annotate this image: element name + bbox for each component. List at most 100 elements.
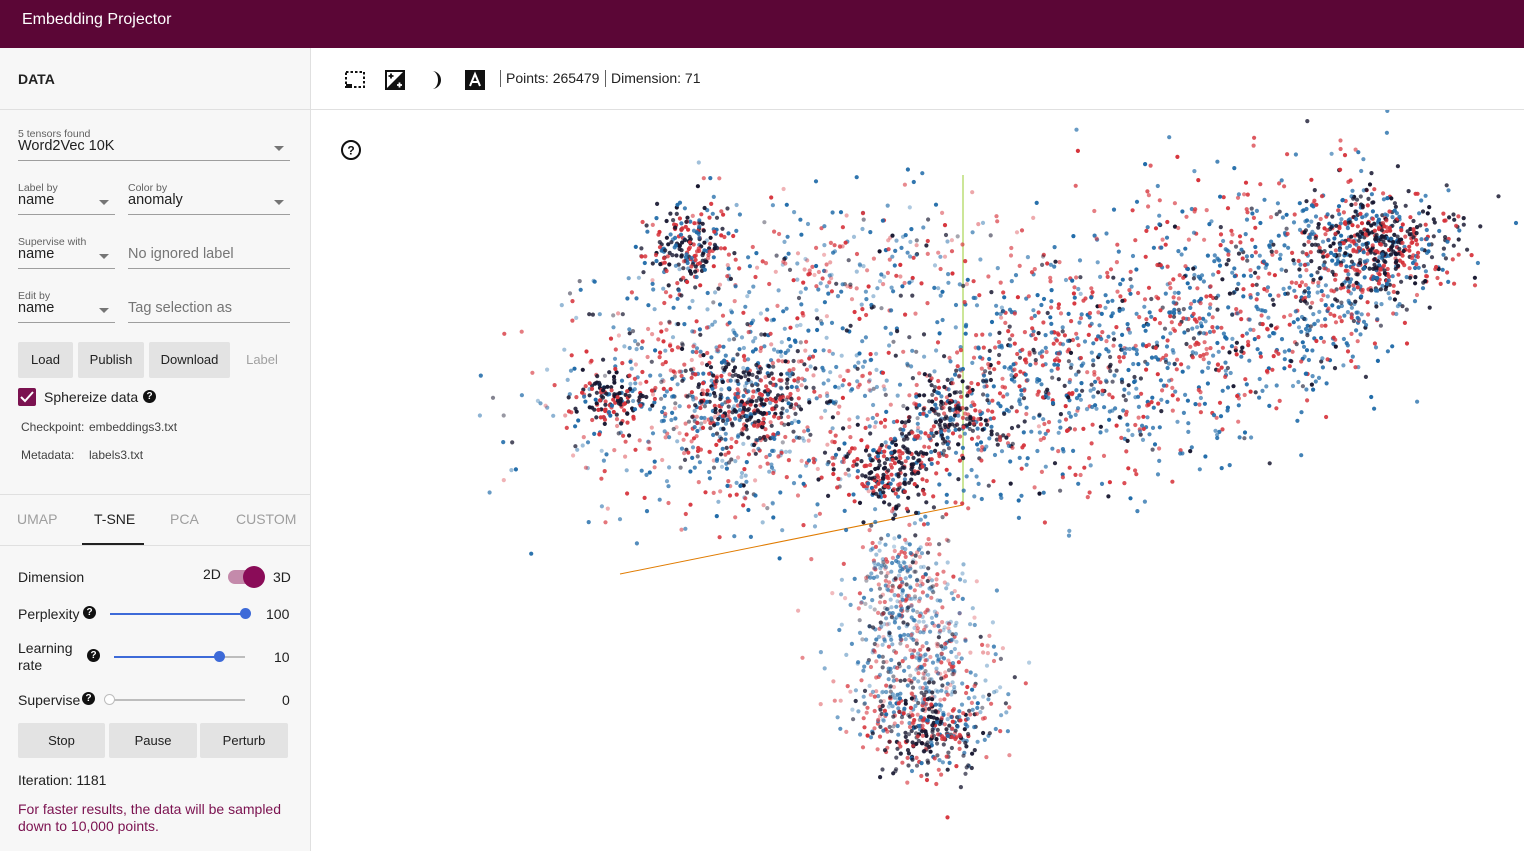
- data-point: [576, 418, 581, 423]
- data-point: [870, 415, 875, 421]
- data-point: [765, 461, 770, 466]
- data-point: [615, 423, 620, 429]
- data-point: [847, 417, 852, 422]
- data-point: [1117, 355, 1122, 360]
- data-point: [856, 660, 861, 665]
- data-point: [815, 466, 820, 472]
- data-point: [985, 643, 990, 648]
- help-icon[interactable]: ?: [340, 139, 362, 161]
- tag-selection-input[interactable]: Tag selection as: [128, 290, 290, 326]
- tab-custom[interactable]: CUSTOM: [236, 511, 297, 527]
- data-point: [1373, 345, 1379, 350]
- supervise-with-select[interactable]: Supervise with name: [18, 236, 115, 272]
- data-point: [1322, 266, 1327, 271]
- data-point: [1109, 314, 1114, 319]
- data-point: [1391, 311, 1396, 316]
- data-point: [885, 474, 890, 479]
- data-point: [1271, 354, 1276, 359]
- data-point: [940, 605, 945, 610]
- data-point: [641, 270, 646, 275]
- sphereize-checkbox[interactable]: [18, 388, 36, 406]
- data-point: [1148, 163, 1153, 168]
- data-point: [783, 434, 788, 440]
- perplexity-slider-thumb[interactable]: [240, 608, 251, 619]
- embedding-scatter-canvas[interactable]: [311, 110, 1524, 851]
- tensor-select[interactable]: 5 tensors found Word2Vec 10K: [18, 128, 290, 164]
- data-point: [726, 362, 731, 367]
- data-point: [914, 697, 919, 703]
- data-point: [1085, 370, 1090, 375]
- data-point: [1278, 252, 1283, 257]
- data-point: [1125, 422, 1130, 427]
- download-button[interactable]: Download: [149, 342, 230, 378]
- data-point: [1017, 355, 1023, 360]
- data-point: [687, 305, 692, 310]
- data-point: [702, 248, 707, 253]
- tab-umap[interactable]: UMAP: [17, 511, 58, 527]
- bounding-box-select-icon[interactable]: [344, 69, 366, 91]
- data-point: [1067, 465, 1072, 470]
- help-icon[interactable]: ?: [82, 692, 95, 705]
- data-point: [645, 354, 650, 360]
- data-point: [1270, 367, 1275, 372]
- data-point: [1227, 350, 1232, 355]
- data-point: [1384, 130, 1389, 135]
- supervise-slider[interactable]: [109, 699, 245, 701]
- label-by-label: Label by: [18, 182, 58, 194]
- help-icon[interactable]: ?: [83, 606, 96, 619]
- data-point: [1055, 363, 1060, 368]
- data-point: [905, 622, 910, 627]
- moon-icon[interactable]: [424, 69, 446, 91]
- data-point: [1100, 330, 1105, 335]
- label-by-select[interactable]: Label by name: [18, 182, 115, 218]
- data-point: [715, 421, 720, 426]
- data-point: [1198, 330, 1203, 335]
- data-point: [866, 379, 872, 384]
- data-point: [910, 560, 915, 565]
- data-point: [602, 469, 607, 474]
- data-point: [760, 520, 765, 525]
- label-a-icon[interactable]: [464, 69, 486, 91]
- data-point: [680, 226, 685, 231]
- pause-button[interactable]: Pause: [109, 723, 197, 758]
- data-point: [1120, 332, 1125, 337]
- tab-tsne[interactable]: T-SNE: [94, 511, 136, 527]
- data-point: [1009, 279, 1014, 284]
- data-point: [900, 545, 905, 550]
- data-point: [892, 436, 897, 441]
- stop-button[interactable]: Stop: [18, 723, 105, 758]
- data-point: [922, 662, 927, 667]
- label-button[interactable]: Label: [246, 352, 278, 367]
- data-point: [646, 326, 651, 332]
- data-point: [1114, 423, 1119, 428]
- night-mode-contrast-icon[interactable]: [384, 69, 406, 91]
- tab-pca[interactable]: PCA: [170, 511, 199, 527]
- publish-button[interactable]: Publish: [78, 342, 144, 378]
- edit-by-select[interactable]: Edit by name: [18, 290, 115, 326]
- color-by-select[interactable]: Color by anomaly: [128, 182, 290, 218]
- learning-rate-slider-thumb[interactable]: [213, 651, 225, 662]
- help-icon[interactable]: ?: [87, 649, 100, 662]
- data-point: [593, 381, 598, 386]
- data-point: [984, 422, 990, 427]
- perturb-button[interactable]: Perturb: [200, 723, 288, 758]
- data-point: [1104, 428, 1109, 433]
- dimension-toggle-thumb[interactable]: [243, 566, 265, 588]
- data-point: [759, 345, 764, 350]
- data-point: [1232, 266, 1237, 271]
- data-point: [899, 608, 904, 613]
- data-point: [997, 330, 1002, 335]
- data-point: [570, 318, 575, 323]
- data-point: [1189, 301, 1194, 306]
- data-point: [1078, 472, 1083, 478]
- data-point: [822, 300, 827, 305]
- data-point: [739, 399, 744, 404]
- data-point: [705, 388, 710, 393]
- data-point: [1355, 339, 1360, 344]
- ignored-label-input[interactable]: No ignored label: [128, 236, 290, 272]
- help-icon[interactable]: ?: [143, 390, 156, 403]
- data-point: [1079, 381, 1084, 386]
- supervise-slider-thumb[interactable]: [104, 694, 115, 705]
- data-point: [877, 459, 882, 464]
- load-button[interactable]: Load: [18, 342, 73, 378]
